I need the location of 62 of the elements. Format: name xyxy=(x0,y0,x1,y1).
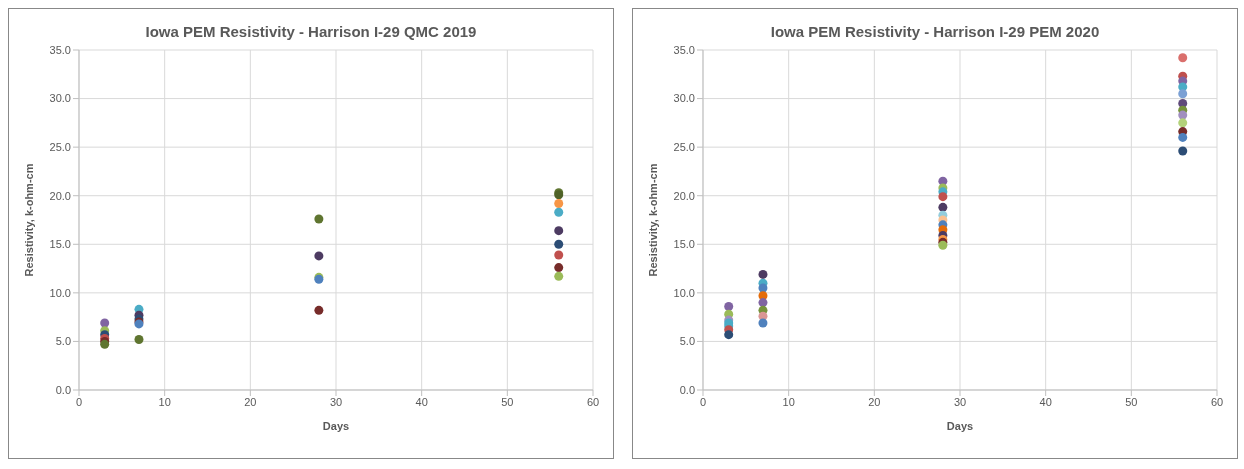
x-tick-label: 60 xyxy=(1210,395,1224,408)
x-tick-label: 40 xyxy=(415,395,428,408)
point xyxy=(554,239,564,249)
chart-title: Iowa PEM Resistivity - Harrison I-29 PEM 2020 xyxy=(769,23,1101,40)
point xyxy=(554,207,564,217)
y-tick-label: 15.0 xyxy=(49,238,71,251)
point xyxy=(1178,132,1188,142)
x-tick-label: 60 xyxy=(586,395,600,408)
y-axis-title: Resistivity, k-ohm-cm xyxy=(22,163,35,277)
x-axis-title: Days xyxy=(946,420,974,432)
point xyxy=(134,334,144,344)
point xyxy=(758,318,768,328)
y-axis-title: Resistivity, k-ohm-cm xyxy=(646,163,659,277)
y-tick-label: 20.0 xyxy=(49,189,71,202)
x-tick-label: 20 xyxy=(868,395,881,408)
point xyxy=(554,263,564,273)
x-tick-label: 0 xyxy=(699,395,707,408)
point xyxy=(758,298,768,308)
x-tick-label: 0 xyxy=(75,395,83,408)
point xyxy=(314,214,324,224)
point xyxy=(554,271,564,281)
point xyxy=(314,305,324,315)
x-axis-title: Days xyxy=(322,420,350,432)
y-tick-label: 10.0 xyxy=(673,286,695,299)
y-tick-label: 25.0 xyxy=(49,141,71,154)
y-tick-label: 5.0 xyxy=(679,335,695,348)
point xyxy=(724,301,734,311)
y-tick-label: 30.0 xyxy=(673,92,695,105)
point xyxy=(1178,89,1188,99)
point xyxy=(1178,118,1188,128)
y-tick-label: 20.0 xyxy=(673,189,695,202)
point xyxy=(554,226,564,236)
y-tick-label: 35.0 xyxy=(673,43,695,56)
y-tick-label: 0.0 xyxy=(679,383,695,396)
x-tick-label: 50 xyxy=(1125,395,1138,408)
y-tick-label: 5.0 xyxy=(55,335,71,348)
point xyxy=(314,251,324,261)
x-tick-label: 40 xyxy=(1039,395,1052,408)
x-tick-label: 30 xyxy=(329,395,343,408)
x-tick-label: 30 xyxy=(953,395,967,408)
point xyxy=(1178,110,1188,120)
point xyxy=(554,198,564,208)
chart-title: Iowa PEM Resistivity - Harrison I-29 QMC 2019 xyxy=(144,23,478,40)
y-tick-label: 15.0 xyxy=(673,238,695,251)
point xyxy=(1178,146,1188,156)
point xyxy=(758,269,768,279)
y-tick-label: 30.0 xyxy=(49,92,71,105)
x-tick-label: 10 xyxy=(782,395,795,408)
y-tick-label: 10.0 xyxy=(49,286,71,299)
point xyxy=(938,192,948,202)
point xyxy=(938,202,948,212)
x-tick-label: 50 xyxy=(501,395,514,408)
point xyxy=(100,318,110,328)
point xyxy=(1178,53,1188,63)
x-tick-label: 20 xyxy=(244,395,257,408)
point xyxy=(724,330,734,340)
point xyxy=(758,283,768,293)
y-tick-label: 35.0 xyxy=(49,43,71,56)
x-tick-label: 10 xyxy=(158,395,171,408)
y-tick-label: 25.0 xyxy=(673,141,695,154)
y-tick-label: 0.0 xyxy=(55,383,71,396)
point xyxy=(554,250,564,260)
